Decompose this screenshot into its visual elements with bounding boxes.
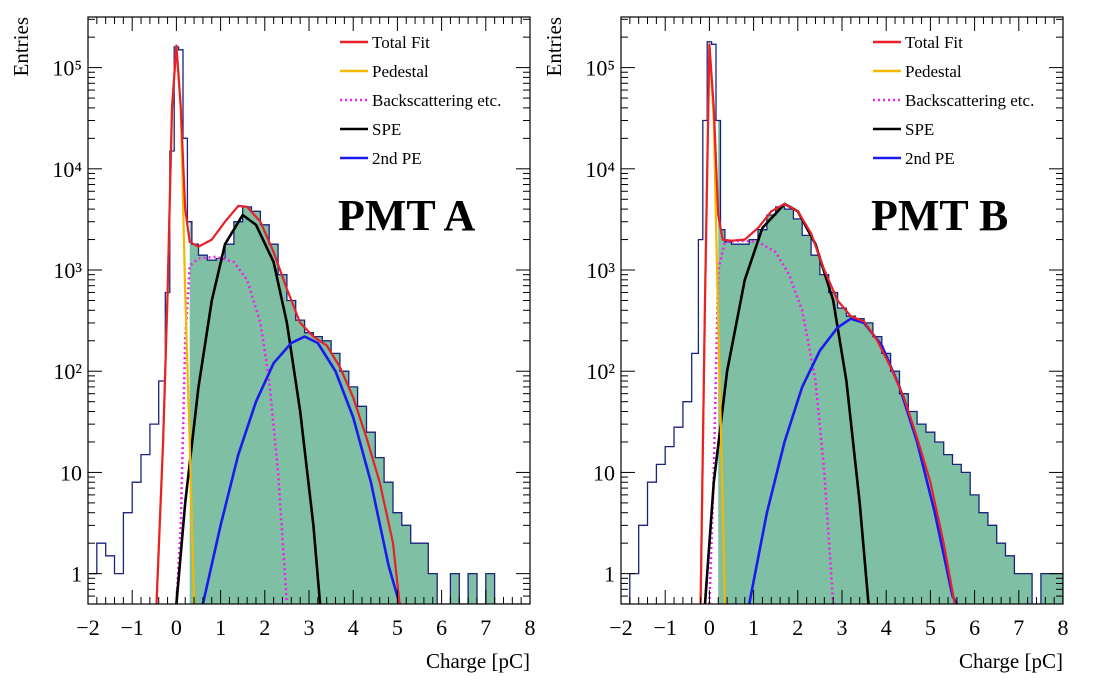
y-tick-label: 10 <box>593 460 615 485</box>
x-tick-label: 8 <box>525 615 536 640</box>
x-tick-label: 4 <box>348 615 359 640</box>
y-tick-label: 10³ <box>586 258 615 283</box>
x-tick-label: 4 <box>881 615 892 640</box>
x-tick-label: 1 <box>215 615 226 640</box>
legend-label: SPE <box>372 120 401 139</box>
x-tick-label: 3 <box>837 615 848 640</box>
x-tick-label: 0 <box>171 615 182 640</box>
legend-label: 2nd PE <box>905 149 955 168</box>
pmt-label: PMT B <box>871 191 1008 240</box>
x-tick-label: 8 <box>1058 615 1069 640</box>
y-axis-title: Entries <box>9 17 33 76</box>
y-tick-label: 10⁴ <box>52 157 82 182</box>
curve-total-fit <box>155 44 401 604</box>
histogram-fill <box>189 206 530 604</box>
curve-spe <box>175 213 322 604</box>
x-tick-label: 2 <box>792 615 803 640</box>
legend-label: 2nd PE <box>372 149 422 168</box>
x-tick-label: 5 <box>392 615 403 640</box>
y-tick-label: 10 <box>60 460 82 485</box>
x-tick-label: 1 <box>748 615 759 640</box>
y-tick-label: 10² <box>586 359 615 384</box>
x-tick-label: −1 <box>653 615 676 640</box>
x-tick-label: −1 <box>120 615 143 640</box>
x-tick-label: −2 <box>609 615 632 640</box>
curve-second-pe <box>747 317 959 604</box>
x-tick-label: 3 <box>304 615 315 640</box>
curve-backscattering <box>175 255 289 604</box>
y-tick-label: 10⁴ <box>585 157 615 182</box>
chart-panel-1: −2 −1 0 1 2 3 4 5 6 7 8 1 10 10² 10³ 10⁴ 10⁵ Charge [pC] E… <box>9 16 536 673</box>
y-tick-label: 10⁵ <box>585 56 615 81</box>
y-tick-label: 1 <box>71 562 82 587</box>
legend-label: Total Fit <box>905 33 963 52</box>
y-tick-label: 10⁵ <box>52 56 82 81</box>
curve-total-fit <box>699 43 956 604</box>
x-axis-title: Charge [pC] <box>959 649 1063 673</box>
x-tick-label: 7 <box>1013 615 1024 640</box>
legend-label: SPE <box>905 120 934 139</box>
y-tick-label: 10² <box>53 359 82 384</box>
curve-second-pe <box>201 335 401 604</box>
x-tick-label: 6 <box>969 615 980 640</box>
x-tick-label: 7 <box>480 615 491 640</box>
legend-label: Total Fit <box>372 33 430 52</box>
legend-label: Pedestal <box>905 62 962 81</box>
plot-area <box>621 41 1063 604</box>
chart-panel-2: −2 −1 0 1 2 3 4 5 6 7 8 1 10 10² 10³ 10⁴ 10⁵ Charge [pC] E… <box>542 16 1069 673</box>
x-tick-label: −2 <box>76 615 99 640</box>
x-axis-title: Charge [pC] <box>426 649 530 673</box>
y-tick-label: 1 <box>604 562 615 587</box>
x-tick-label: 0 <box>704 615 715 640</box>
legend-label: Backscattering etc. <box>372 91 501 110</box>
histogram-outline <box>88 46 530 604</box>
legend-label: Pedestal <box>372 62 429 81</box>
legend-label: Backscattering etc. <box>905 91 1034 110</box>
y-tick-label: 10³ <box>53 258 82 283</box>
x-tick-label: 2 <box>259 615 270 640</box>
x-tick-label: 6 <box>436 615 447 640</box>
x-tick-label: 5 <box>925 615 936 640</box>
plot-area <box>88 44 530 604</box>
pmt-label: PMT A <box>338 191 476 240</box>
curve-pedestal <box>155 44 196 604</box>
y-axis-title: Entries <box>542 17 566 76</box>
